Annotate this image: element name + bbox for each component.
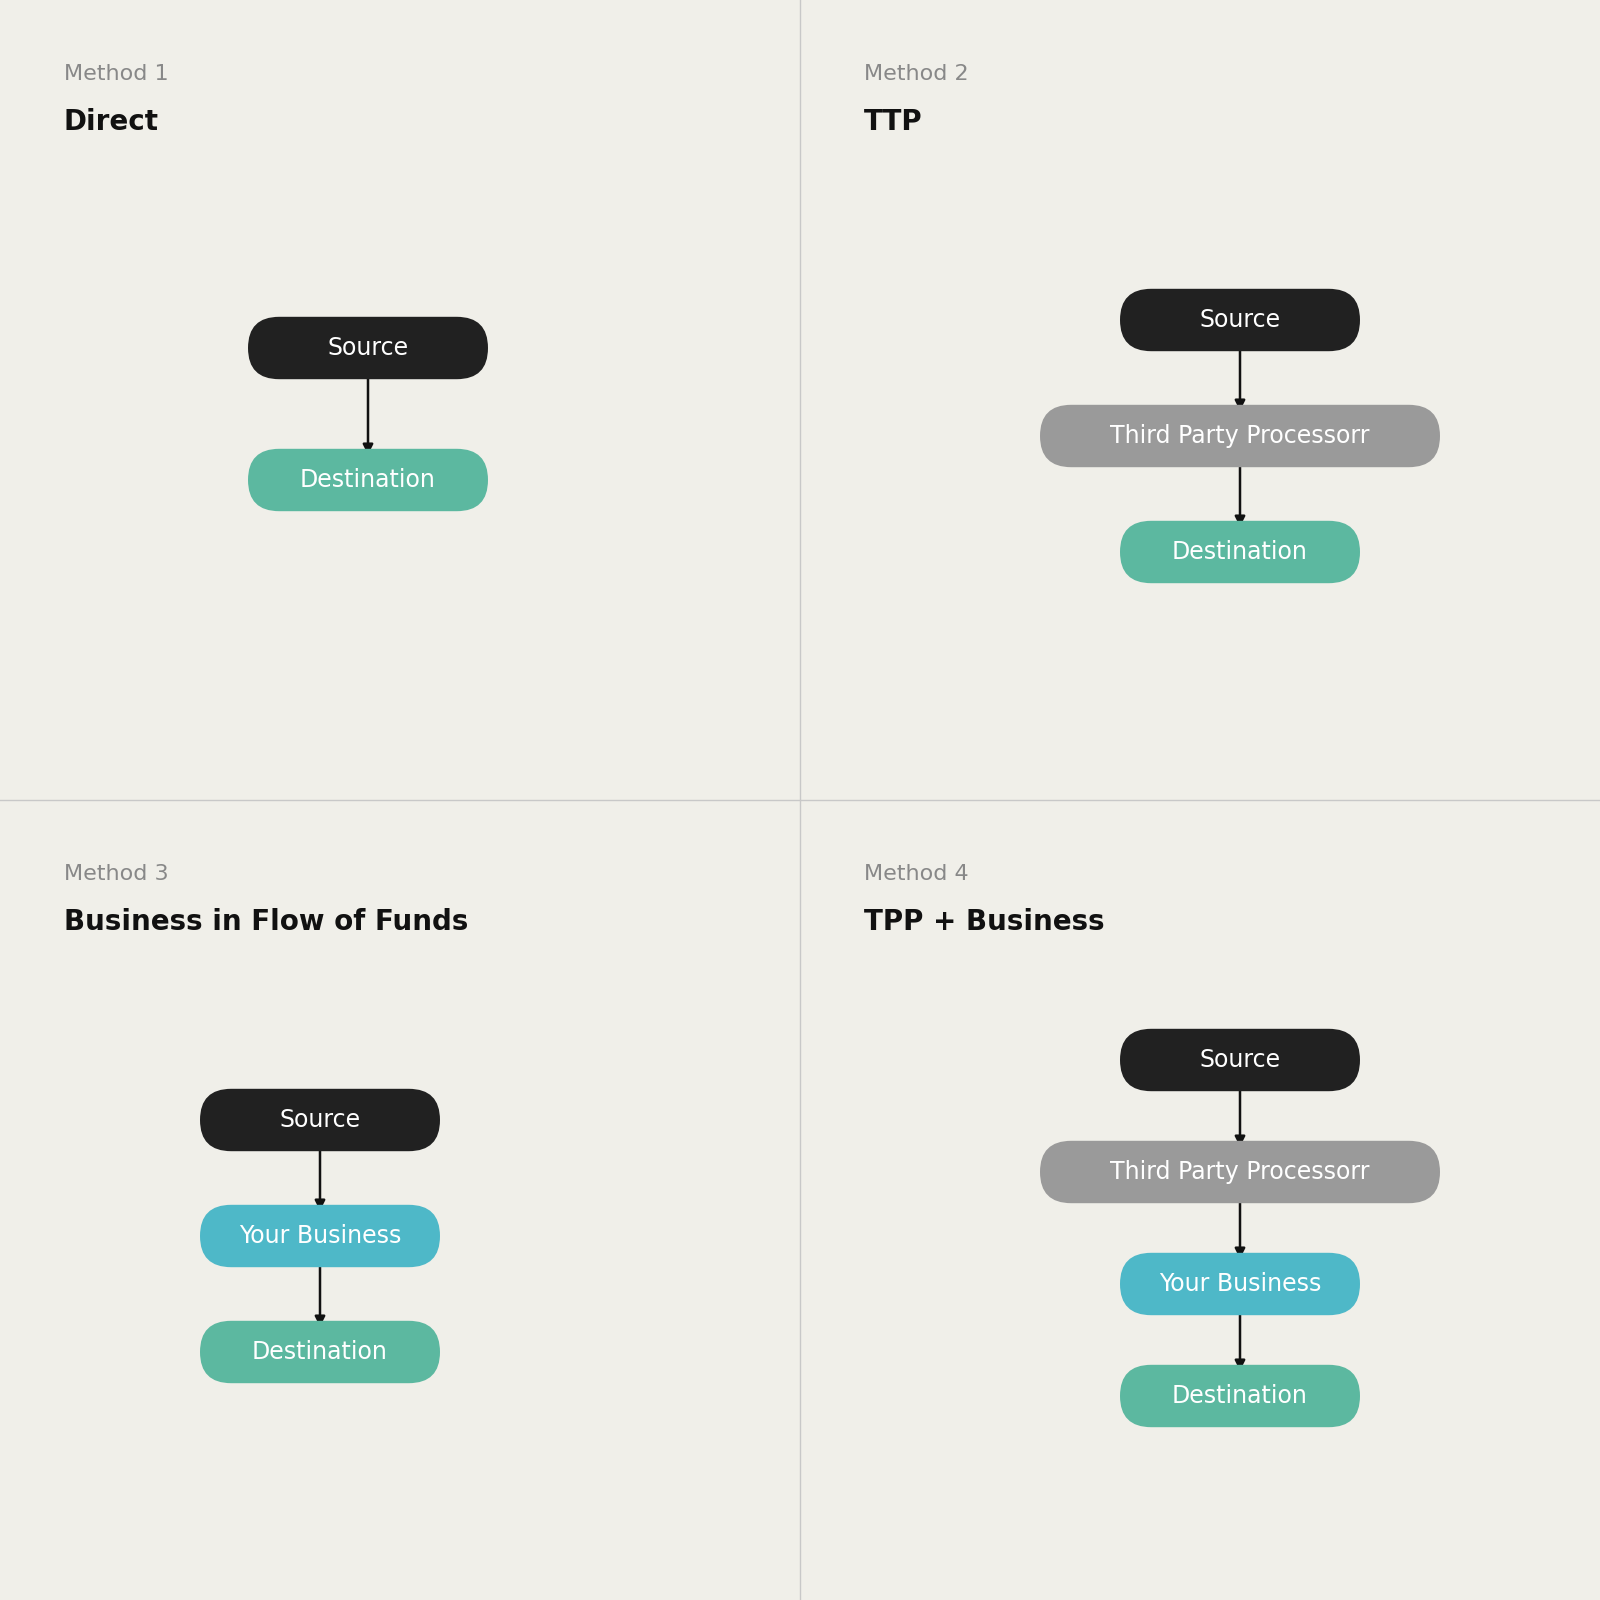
Text: Source: Source	[1200, 307, 1280, 333]
Text: Method 2: Method 2	[864, 64, 968, 83]
Text: Destination: Destination	[1173, 541, 1307, 565]
Text: Source: Source	[328, 336, 408, 360]
Text: Source: Source	[1200, 1048, 1280, 1072]
Text: Method 1: Method 1	[64, 64, 168, 83]
Text: TPP + Business: TPP + Business	[864, 909, 1104, 936]
FancyBboxPatch shape	[1120, 1365, 1360, 1427]
Text: Destination: Destination	[253, 1341, 387, 1363]
Text: Destination: Destination	[1173, 1384, 1307, 1408]
FancyBboxPatch shape	[1120, 1253, 1360, 1315]
Text: Source: Source	[280, 1107, 360, 1133]
FancyBboxPatch shape	[1040, 1141, 1440, 1203]
FancyBboxPatch shape	[1040, 405, 1440, 467]
FancyBboxPatch shape	[1120, 290, 1360, 352]
Text: Third Party Processorr: Third Party Processorr	[1110, 424, 1370, 448]
Text: TTP: TTP	[864, 109, 923, 136]
Text: Third Party Processorr: Third Party Processorr	[1110, 1160, 1370, 1184]
FancyBboxPatch shape	[200, 1205, 440, 1267]
FancyBboxPatch shape	[1120, 522, 1360, 584]
FancyBboxPatch shape	[200, 1320, 440, 1382]
FancyBboxPatch shape	[200, 1090, 440, 1152]
Text: Method 4: Method 4	[864, 864, 968, 883]
FancyBboxPatch shape	[248, 448, 488, 512]
Text: Destination: Destination	[301, 467, 435, 493]
FancyBboxPatch shape	[1120, 1029, 1360, 1091]
FancyBboxPatch shape	[248, 317, 488, 379]
Text: Direct: Direct	[64, 109, 158, 136]
Text: Business in Flow of Funds: Business in Flow of Funds	[64, 909, 469, 936]
Text: Your Business: Your Business	[1158, 1272, 1322, 1296]
Text: Method 3: Method 3	[64, 864, 168, 883]
Text: Your Business: Your Business	[238, 1224, 402, 1248]
